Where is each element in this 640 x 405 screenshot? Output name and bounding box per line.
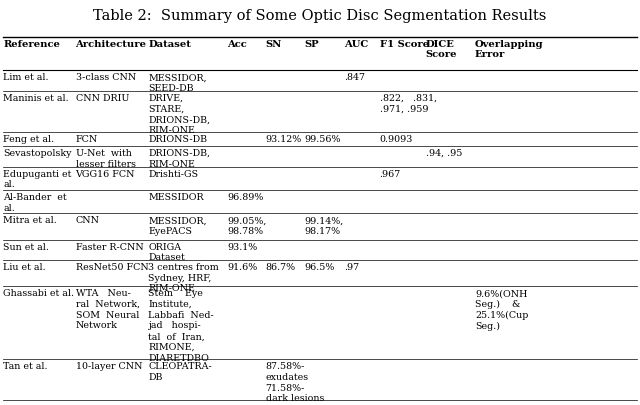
Text: 96.5%: 96.5% [305,263,335,272]
Text: DICE
Score: DICE Score [426,40,457,59]
Text: .97: .97 [344,263,359,272]
Text: 99.05%,
98.78%: 99.05%, 98.78% [227,216,267,236]
Text: MESSIDOR,
SEED-DB: MESSIDOR, SEED-DB [148,73,207,93]
Text: Liu et al.: Liu et al. [3,263,46,272]
Text: Dataset: Dataset [148,40,191,49]
Text: Maninis et al.: Maninis et al. [3,94,69,103]
Text: .94, .95: .94, .95 [426,149,462,158]
Text: VGG16 FCN: VGG16 FCN [76,170,135,179]
Text: Reference: Reference [3,40,60,49]
Text: .822,   .831,
.971, .959: .822, .831, .971, .959 [380,94,436,113]
Text: CNN: CNN [76,216,100,225]
Text: DRIONS-DB,
RIM-ONE: DRIONS-DB, RIM-ONE [148,149,211,169]
Text: Overlapping
Error: Overlapping Error [475,40,543,59]
Text: Sun et al.: Sun et al. [3,243,49,252]
Text: 99.14%,
98.17%: 99.14%, 98.17% [305,216,344,236]
Text: Architecture: Architecture [76,40,147,49]
Text: 86.7%: 86.7% [266,263,296,272]
Text: 0.9093: 0.9093 [380,134,413,143]
Text: AUC: AUC [344,40,368,49]
Text: Stein    Eye
Institute,
Labbafi  Ned-
jad   hospi-
tal  of  Iran,
RIMONE,
DIARET: Stein Eye Institute, Labbafi Ned- jad ho… [148,289,214,363]
Text: DRIVE,
STARE,
DRIONS-DB,
RIM-ONE: DRIVE, STARE, DRIONS-DB, RIM-ONE [148,94,211,135]
Text: CNN DRIU: CNN DRIU [76,94,129,103]
Text: Feng et al.: Feng et al. [3,134,54,143]
Text: 96.89%: 96.89% [227,193,264,202]
Text: Tan et al.: Tan et al. [3,362,48,371]
Text: .967: .967 [380,170,401,179]
Text: F1 Score: F1 Score [380,40,429,49]
Text: WTA   Neu-
ral  Network,
SOM  Neural
Network: WTA Neu- ral Network, SOM Neural Network [76,289,140,330]
Text: Mitra et al.: Mitra et al. [3,216,57,225]
Text: CLEOPATRA-
DB: CLEOPATRA- DB [148,362,212,382]
Text: FCN: FCN [76,134,98,143]
Text: DRIONS-DB: DRIONS-DB [148,134,207,143]
Text: SN: SN [266,40,282,49]
Text: U-Net  with
lesser filters: U-Net with lesser filters [76,149,136,169]
Text: 3 centres from
Sydney, HRF,
RIM-ONE: 3 centres from Sydney, HRF, RIM-ONE [148,263,220,294]
Text: Ghassabi et al.: Ghassabi et al. [3,289,74,298]
Text: Al-Bander  et
al.: Al-Bander et al. [3,193,67,213]
Text: MESSIDOR: MESSIDOR [148,193,204,202]
Text: 93.12%: 93.12% [266,134,302,143]
Text: Drishti-GS: Drishti-GS [148,170,198,179]
Text: ResNet50 FCN: ResNet50 FCN [76,263,148,272]
Text: 10-layer CNN: 10-layer CNN [76,362,142,371]
Text: 87.58%-
exudates
71.58%-
dark lesions: 87.58%- exudates 71.58%- dark lesions [266,362,324,403]
Text: Sevastopolsky: Sevastopolsky [3,149,72,158]
Text: 91.6%: 91.6% [227,263,257,272]
Text: Faster R-CNN: Faster R-CNN [76,243,143,252]
Text: 9.6%(ONH
Seg.)    &
25.1%(Cup
Seg.): 9.6%(ONH Seg.) & 25.1%(Cup Seg.) [475,289,528,331]
Text: Acc: Acc [227,40,247,49]
Text: MESSIDOR,
EyePACS: MESSIDOR, EyePACS [148,216,207,236]
Text: 3-class CNN: 3-class CNN [76,73,136,82]
Text: 99.56%: 99.56% [305,134,341,143]
Text: SP: SP [305,40,319,49]
Text: Table 2:  Summary of Some Optic Disc Segmentation Results: Table 2: Summary of Some Optic Disc Segm… [93,9,547,23]
Text: ORIGA
Dataset: ORIGA Dataset [148,243,185,262]
Text: Edupuganti et
al.: Edupuganti et al. [3,170,72,189]
Text: .847: .847 [344,73,365,82]
Text: 93.1%: 93.1% [227,243,257,252]
Text: Lim et al.: Lim et al. [3,73,49,82]
